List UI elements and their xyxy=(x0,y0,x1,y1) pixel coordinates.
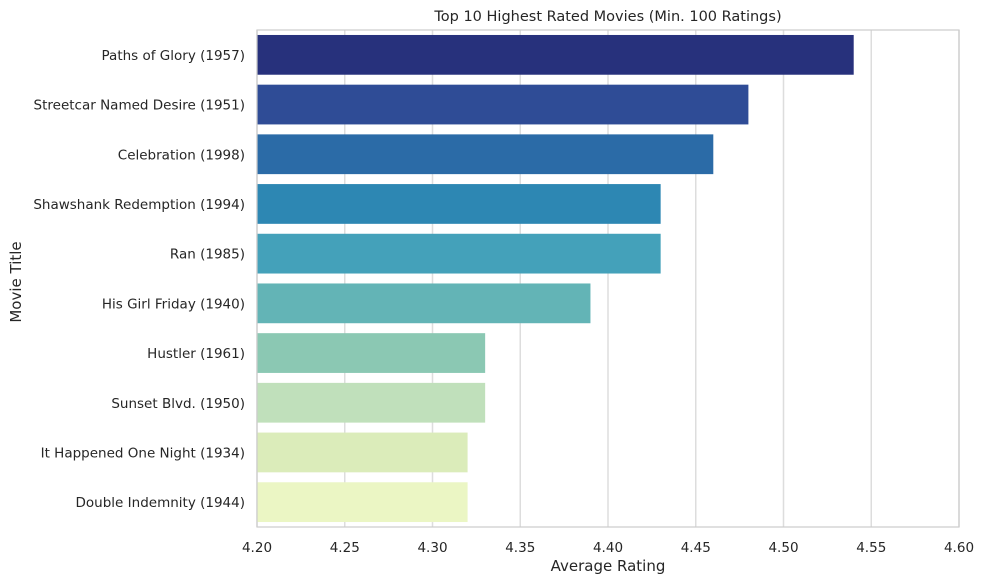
bar xyxy=(257,84,749,125)
bar xyxy=(257,382,486,423)
category-label: Paths of Glory (1957) xyxy=(102,48,245,64)
x-tick-label: 4.45 xyxy=(681,540,711,556)
x-tick-labels: 4.20 4.25 4.30 4.35 4.40 4.45 4.50 4.55 4.60 xyxy=(242,540,974,556)
category-label: Hustler (1961) xyxy=(147,346,245,362)
y-axis-label: Movie Title xyxy=(7,241,25,322)
category-label: Sunset Blvd. (1950) xyxy=(111,396,245,412)
category-label: It Happened One Night (1934) xyxy=(41,445,245,461)
category-labels: Paths of Glory (1957) Streetcar Named Des… xyxy=(33,48,245,511)
chart-title: Top 10 Highest Rated Movies (Min. 100 Ra… xyxy=(433,9,781,25)
bar xyxy=(257,432,468,473)
bar xyxy=(257,134,714,175)
x-tick-label: 4.30 xyxy=(417,540,447,556)
x-tick-label: 4.40 xyxy=(593,540,623,556)
bar xyxy=(257,233,661,274)
category-label: Streetcar Named Desire (1951) xyxy=(34,98,245,114)
x-tick-label: 4.50 xyxy=(768,540,798,556)
bar xyxy=(257,333,486,373)
category-label: His Girl Friday (1940) xyxy=(102,296,245,312)
x-tick-label: 4.35 xyxy=(505,540,535,556)
x-tick-label: 4.55 xyxy=(856,540,886,556)
x-tick-label: 4.60 xyxy=(944,540,974,556)
x-axis-label: Average Rating xyxy=(551,557,666,575)
category-label: Celebration (1998) xyxy=(118,147,245,163)
x-tick-label: 4.20 xyxy=(242,540,272,556)
bars xyxy=(257,34,854,523)
x-tick-label: 4.25 xyxy=(330,540,360,556)
category-label: Ran (1985) xyxy=(170,247,245,263)
bar xyxy=(257,482,468,523)
plot-frame xyxy=(256,29,960,528)
bar xyxy=(257,34,854,75)
category-label: Double Indemnity (1944) xyxy=(76,495,245,511)
bar xyxy=(257,184,661,224)
category-label: Shawshank Redemption (1994) xyxy=(33,197,245,213)
bar xyxy=(257,283,591,324)
